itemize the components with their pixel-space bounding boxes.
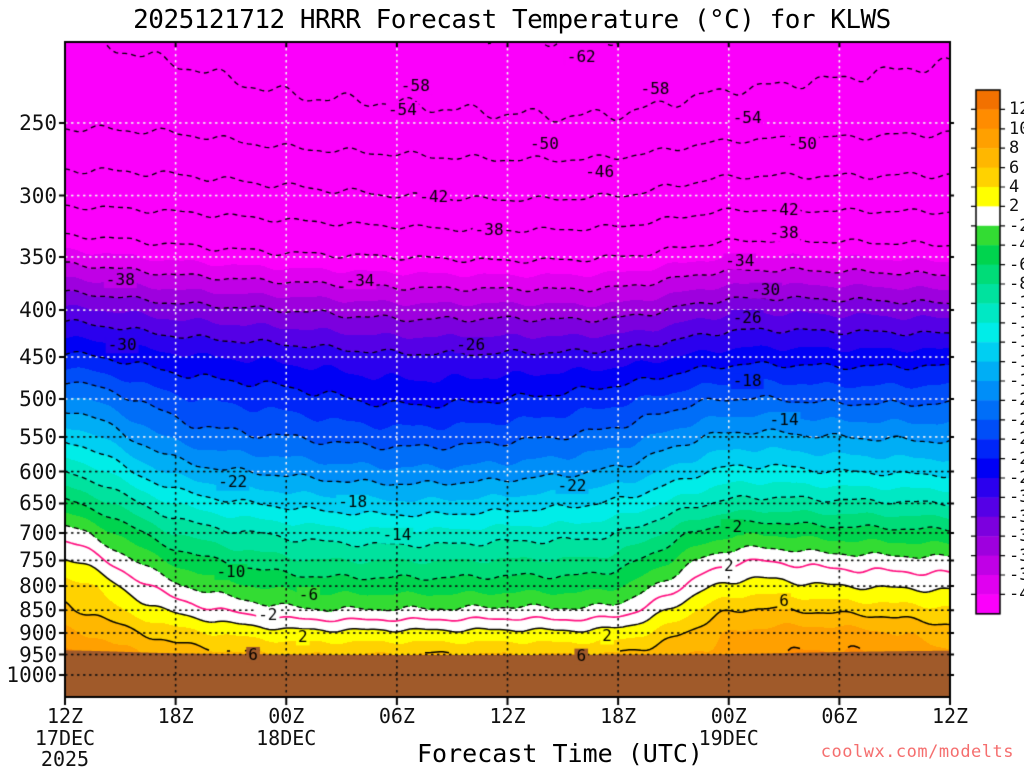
colorbar-tick-label: -4 [1009,235,1024,256]
y-tick-label: 950 [19,642,57,667]
chart-title: 2025121712 HRRR Forecast Temperature (°C… [133,5,891,35]
x-tick-label: 18Z [157,704,194,728]
x-tick-label: 12Z [46,704,84,728]
colorbar-tick-label: -40 [1009,584,1024,605]
x-axis-title: Forecast Time (UTC) [417,739,703,768]
y-tick-label: 1000 [6,662,57,687]
x-tick-label: 12Z [489,704,526,728]
x-tick-label: 00Z [268,704,305,728]
colorbar-tick-label: -36 [1009,545,1024,566]
colorbar-tick-label: -34 [1009,526,1024,547]
colorbar-tick-label: 2 [1009,196,1020,217]
colorbar-tick-label: -32 [1009,506,1024,527]
y-tick-label: 550 [19,424,57,449]
colorbar-tick-label: -22 [1009,409,1024,430]
colorbar-tick-label: -30 [1009,487,1024,508]
colorbar-tick-label: -26 [1009,448,1024,469]
y-tick-label: 400 [19,298,57,323]
colorbar-tick-label: -12 [1009,312,1024,333]
y-tick-label: 850 [19,598,57,623]
x-tick-label: 06Z [378,704,415,728]
colorbar-tick-label: -18 [1009,371,1024,391]
x-tick-label: 00Z [710,704,747,728]
x-tick-sub-label: 18DEC [256,726,317,750]
y-tick-label: 900 [19,621,57,645]
y-tick-label: 250 [19,110,57,135]
y-tick-label: 600 [19,459,57,484]
y-tick-label: 300 [19,183,57,208]
colorbar-tick-label: 8 [1009,138,1020,159]
colorbar-tick-label: 10 [1009,118,1024,139]
x-tick-sub-label: 19DEC [698,726,759,750]
colorbar-tick-label: -20 [1009,390,1024,411]
x-tick-label: 12Z [931,704,969,728]
colorbar-tick-label: 6 [1009,157,1020,178]
y-tick-label: 350 [19,244,57,269]
y-tick-label: 750 [19,548,57,573]
colorbar-tick-label: -38 [1009,565,1024,585]
x-tick-label: 06Z [821,704,858,728]
colorbar-tick-label: -28 [1009,468,1024,488]
colorbar-tick-label: -14 [1009,332,1024,353]
colorbar-tick-label: 12 [1009,99,1024,120]
colorbar-tick-label: 4 [1009,177,1020,197]
x-tick-sub-label: 2025 [40,747,90,768]
colorbar-tick-label: -8 [1009,274,1024,294]
colorbar-tick-label: -24 [1009,429,1024,450]
x-tick-sub-label: 17DEC [34,726,96,750]
y-tick-label: 650 [19,491,57,516]
y-tick-label: 800 [19,574,57,599]
y-tick-label: 500 [19,386,57,411]
y-tick-label: 450 [19,345,57,369]
y-tick-label: 700 [19,520,57,545]
colorbar-tick-label: -10 [1009,293,1024,314]
watermark: coolwx.com/modelts [820,742,1014,762]
colorbar-tick-label: -2 [1009,215,1024,236]
x-tick-label: 18Z [600,704,637,728]
colorbar-tick-label: -6 [1009,254,1024,275]
colorbar-tick-label: -16 [1009,351,1024,372]
